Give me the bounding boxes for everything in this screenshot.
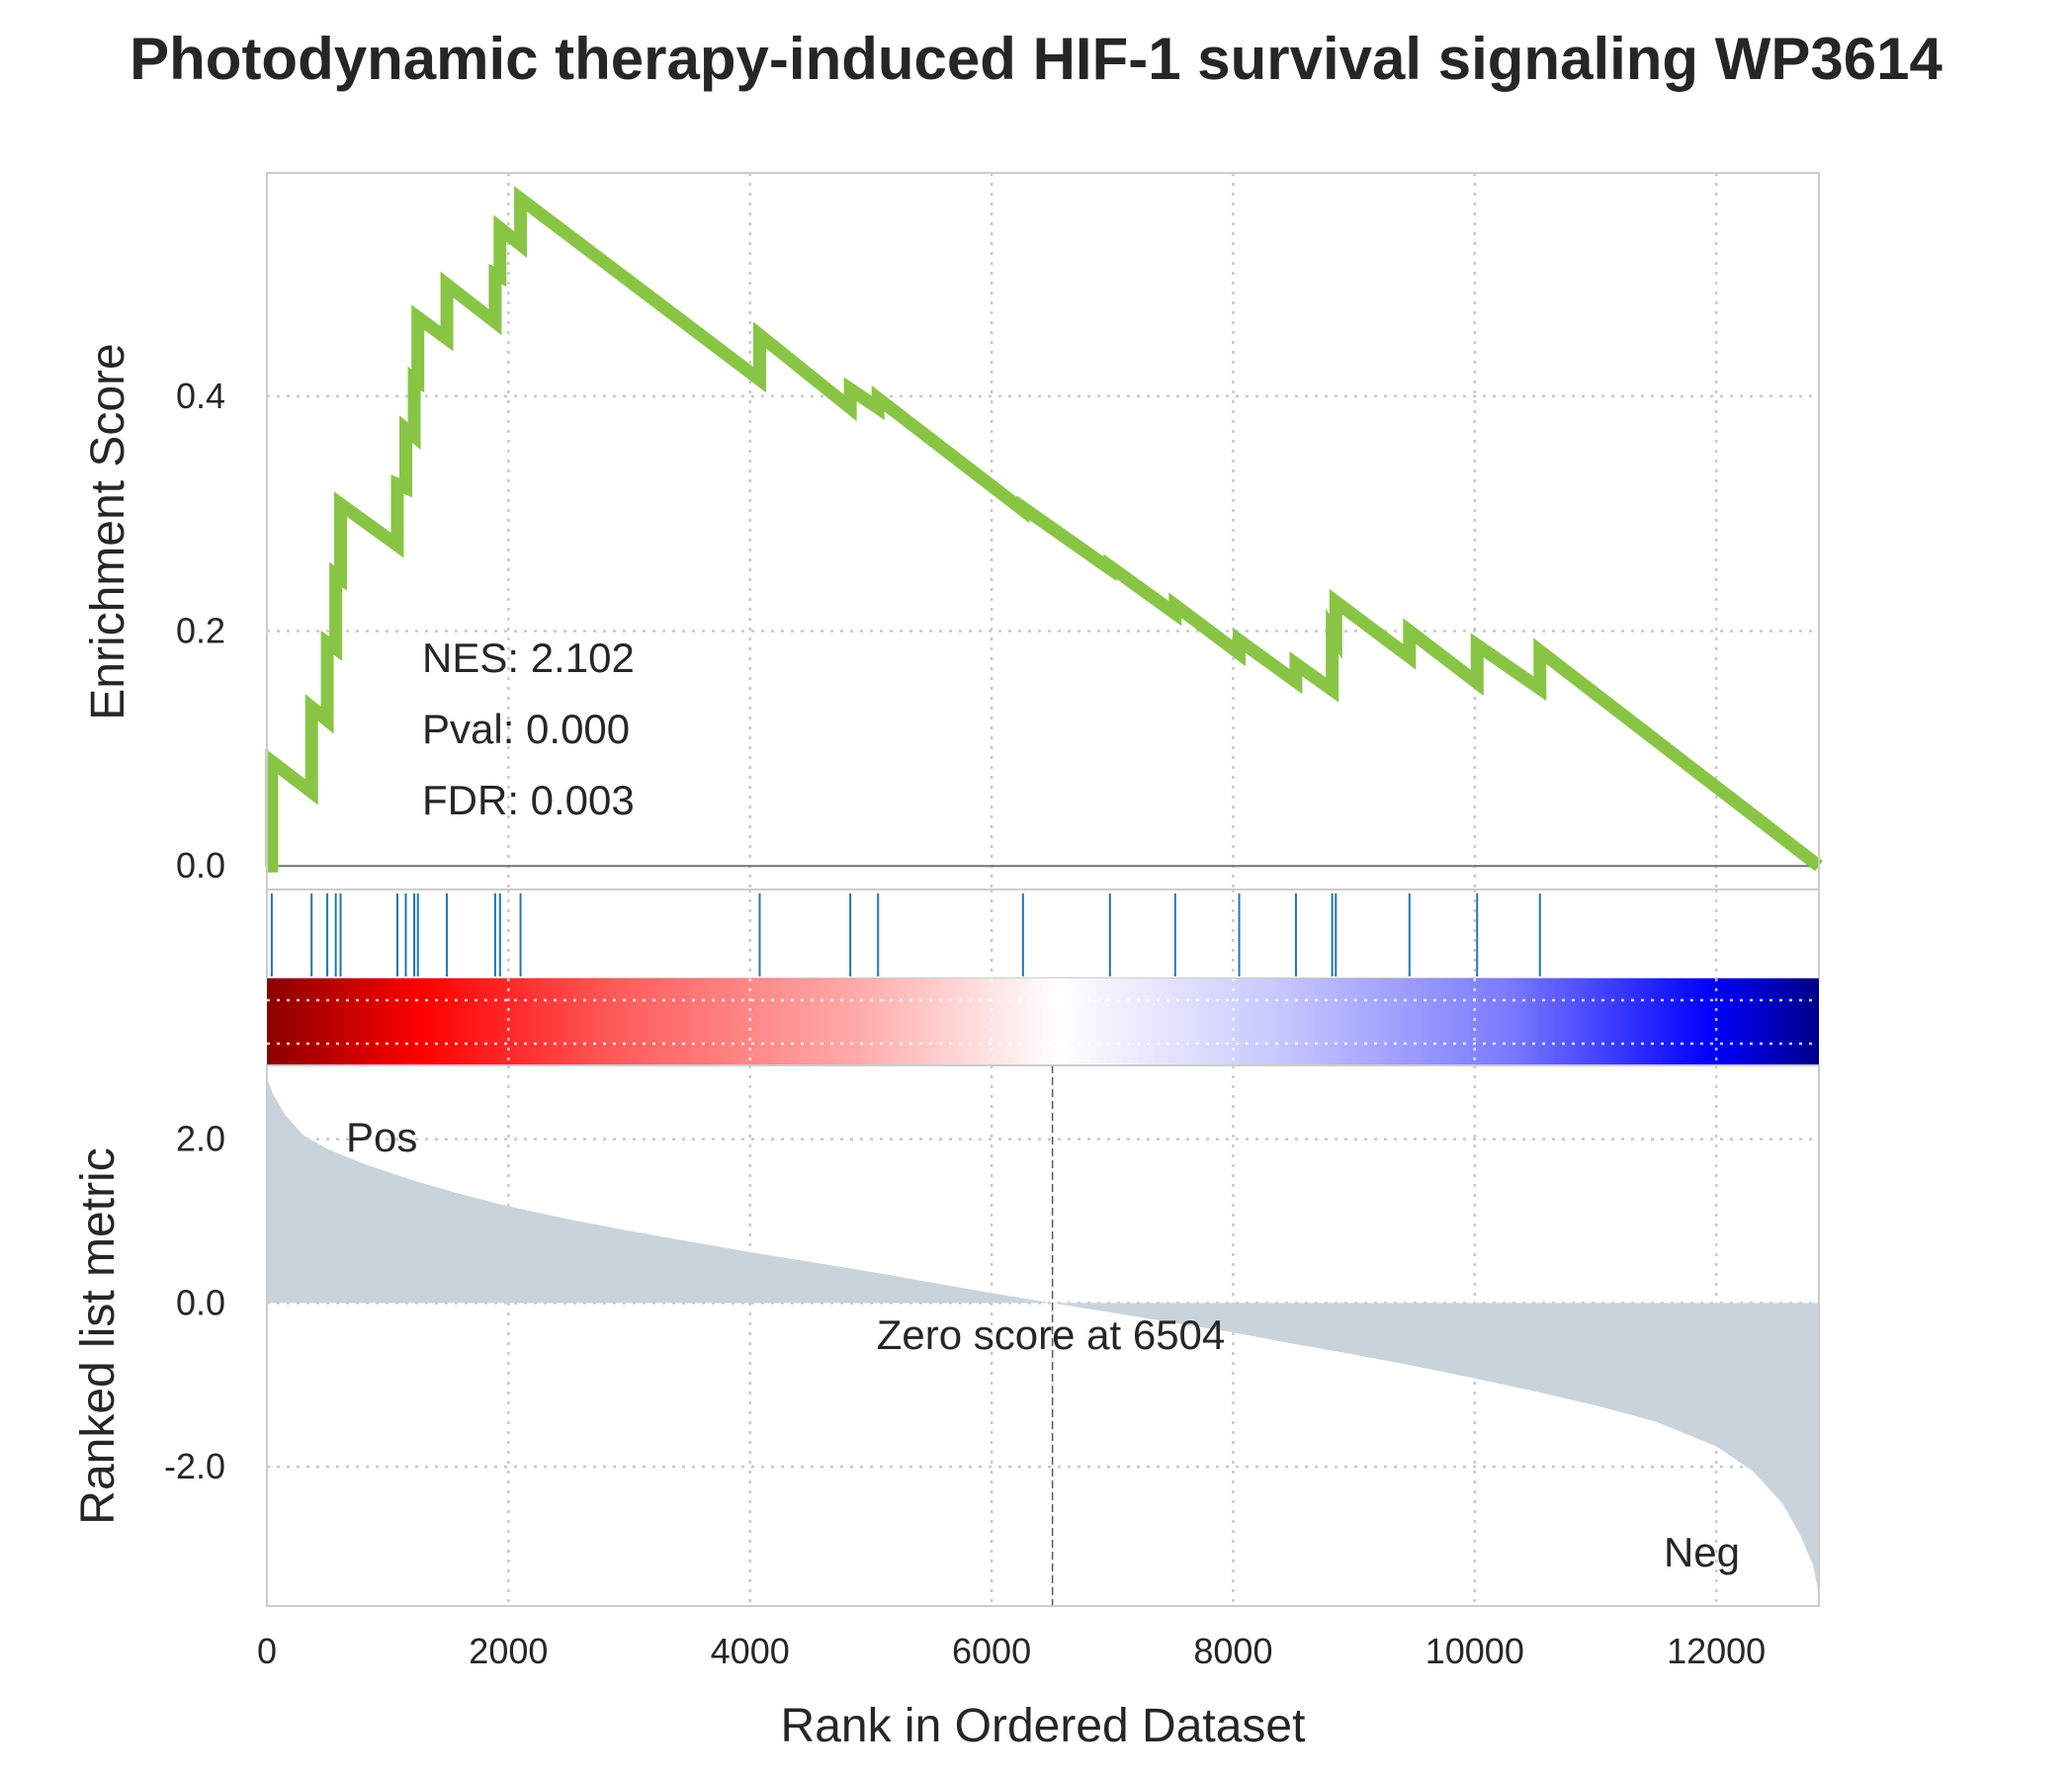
enrichment-panel-background [267, 173, 1819, 889]
enrichment-y-ticks: 0.0 0.2 0.4 [176, 376, 225, 886]
ranked-panel-frame [266, 1064, 1820, 1607]
ranked-heatmap-bar [267, 978, 1819, 1065]
x-tick-2: 4000 [711, 1631, 790, 1671]
rank-ytick-0: 2.0 [176, 1119, 225, 1159]
ranked-metric-area [267, 1077, 1819, 1594]
x-ticks: 0 2000 4000 6000 8000 10000 12000 [257, 1631, 1766, 1671]
heatmap-panel [267, 978, 1819, 1065]
hit-lines [270, 893, 1541, 976]
enrichment-panel: 0.0 0.2 0.4 Enrichment Score NES: 2.102 Pv… [82, 172, 1823, 890]
ranked-metric-panel: 2.0 0.0 -2.0 Pos Neg Zero score at 6504 Ra… [72, 1064, 1820, 1607]
es-ytick-0: 0.0 [176, 845, 225, 886]
rank-ytick-2: -2.0 [164, 1446, 225, 1486]
hits-panel [266, 888, 1820, 979]
x-tick-1: 2000 [469, 1631, 548, 1671]
x-axis-label: Rank in Ordered Dataset [781, 1700, 1306, 1752]
ranked-y-ticks: 2.0 0.0 -2.0 [164, 1119, 225, 1487]
fdr-stat: FDR: 0.003 [422, 777, 635, 823]
ranked-y-axis-label: Ranked list metric [72, 1147, 125, 1524]
x-tick-0: 0 [257, 1631, 277, 1671]
enrichment-score-curve [265, 186, 1823, 873]
x-tick-5: 10000 [1425, 1631, 1524, 1671]
pos-label: Pos [346, 1114, 417, 1160]
rank-ytick-1: 0.0 [176, 1282, 225, 1322]
enrichment-y-axis-label: Enrichment Score [82, 343, 134, 720]
neg-label: Neg [1664, 1529, 1740, 1575]
es-ytick-1: 0.2 [176, 611, 225, 651]
nes-stat: NES: 2.102 [422, 634, 635, 681]
hits-grid [507, 889, 1718, 978]
heatmap-grid [267, 978, 1819, 1065]
enrichment-grid [267, 173, 1819, 889]
zero-score-label: Zero score at 6504 [877, 1311, 1226, 1358]
pval-stat: Pval: 0.000 [422, 706, 630, 752]
chart-title: Photodynamic therapy-induced HIF-1 survi… [130, 26, 1942, 92]
x-tick-4: 8000 [1193, 1631, 1272, 1671]
x-tick-6: 12000 [1667, 1631, 1766, 1671]
es-ytick-2: 0.4 [176, 376, 225, 416]
x-tick-3: 6000 [952, 1631, 1031, 1671]
